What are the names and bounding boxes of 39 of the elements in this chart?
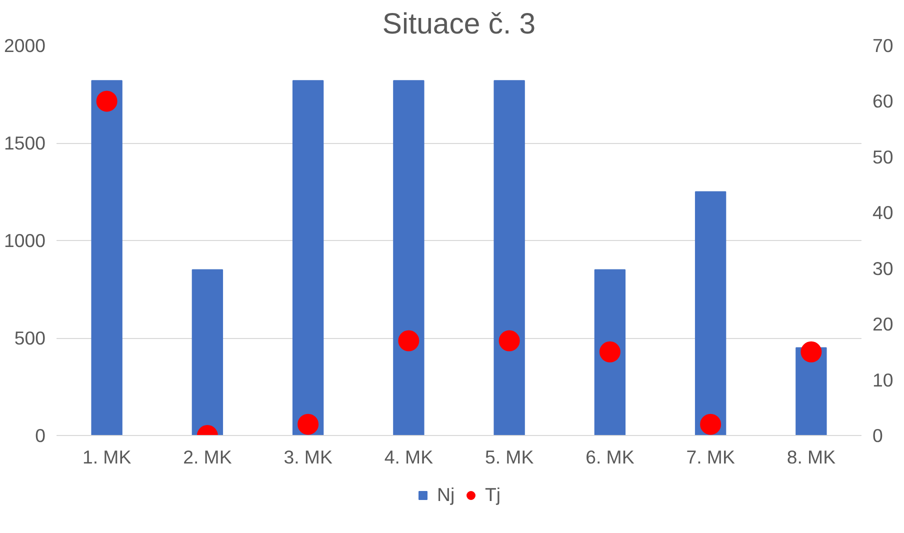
x-tick-label: 3. MK bbox=[284, 446, 333, 468]
y2-tick-label: 10 bbox=[872, 369, 894, 390]
point bbox=[398, 330, 420, 352]
legend-label: Tj bbox=[485, 484, 502, 506]
y2-tick-label: 40 bbox=[872, 202, 894, 224]
point bbox=[800, 341, 822, 362]
x-tick-label: 6. MK bbox=[586, 446, 635, 468]
y2-tick-label: 50 bbox=[872, 146, 894, 168]
x-tick-label: 1. MK bbox=[82, 446, 132, 468]
bar bbox=[494, 80, 525, 436]
y-tick-label: 2000 bbox=[4, 35, 46, 56]
chart-title: Situace č. 3 bbox=[382, 8, 536, 40]
point bbox=[96, 90, 118, 112]
point bbox=[498, 330, 520, 352]
y2-tick-label: 70 bbox=[872, 35, 894, 56]
bar bbox=[292, 80, 324, 436]
legend-label: Nj bbox=[437, 484, 456, 506]
y2-tick-label: 60 bbox=[872, 90, 894, 112]
y2-tick-label: 30 bbox=[872, 258, 894, 279]
x-tick-label: 2. MK bbox=[183, 446, 232, 468]
x-tick-label: 7. MK bbox=[686, 446, 736, 468]
y-tick-label: 0 bbox=[35, 425, 46, 446]
y2-tick-label: 20 bbox=[872, 314, 894, 335]
point bbox=[298, 414, 319, 435]
x-tick-label: 8. MK bbox=[786, 446, 836, 468]
point bbox=[700, 414, 722, 435]
bar bbox=[694, 191, 726, 436]
point bbox=[599, 341, 620, 362]
x-tick-label: 5. MK bbox=[484, 446, 534, 468]
bar bbox=[91, 80, 122, 436]
x-tick-label: 4. MK bbox=[384, 446, 434, 468]
bar bbox=[192, 269, 224, 436]
y-tick-label: 1000 bbox=[4, 230, 46, 251]
bar bbox=[796, 347, 827, 436]
y-tick-label: 1500 bbox=[4, 132, 46, 154]
y2-tick-label: 0 bbox=[872, 425, 883, 446]
bar bbox=[594, 269, 626, 436]
bar bbox=[393, 80, 424, 436]
y-tick-label: 500 bbox=[14, 328, 46, 348]
